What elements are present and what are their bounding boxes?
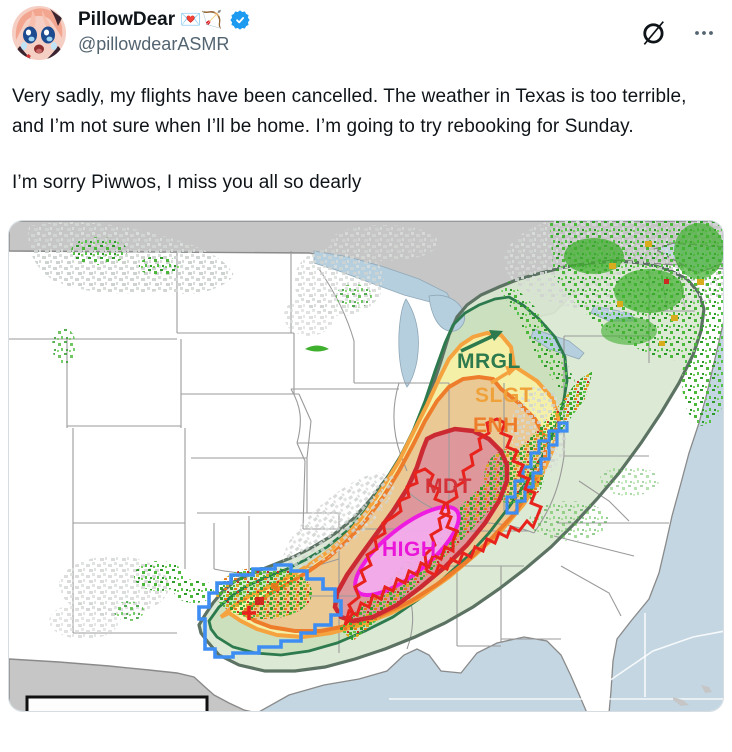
verified-badge-icon <box>229 9 251 31</box>
risk-label-enh: ENH <box>473 414 519 437</box>
risk-label-mrgl: MRGL <box>457 350 521 373</box>
mrgl-arrow-head <box>489 330 503 341</box>
legend-box <box>25 695 209 711</box>
name-emojis: 💌🏹 <box>180 10 223 29</box>
tornado-watch-box <box>423 417 543 578</box>
severe-storm-watch-box <box>505 421 569 515</box>
risk-label-slgt: SLGT <box>475 384 533 407</box>
severe-weather-outlook-map: MRGL SLGT ENH MDT HIGH <box>9 221 723 711</box>
tweet-paragraph: Very sadly, my flights have been cancell… <box>12 86 687 137</box>
severe-storm-watch-box <box>197 563 343 659</box>
tweet-media-weather-map[interactable]: MRGL SLGT ENH MDT HIGH <box>8 220 724 712</box>
slgt-arrow-head <box>505 366 518 376</box>
marine-zone-line <box>608 630 723 682</box>
mrgl-arrow <box>460 334 494 353</box>
avatar-illustration <box>12 6 66 60</box>
mdt-outline <box>332 426 510 624</box>
tweet-text: Very sadly, my flights have been cancell… <box>0 82 732 198</box>
name-block: PillowDear 💌🏹 @pillowdearASMR <box>78 8 251 55</box>
great-lake-michigan <box>398 298 419 388</box>
grok-icon[interactable] <box>638 18 668 48</box>
more-icon[interactable] <box>690 19 718 47</box>
header-actions <box>638 18 718 48</box>
tornado-watch-box <box>343 467 459 626</box>
handle[interactable]: @pillowdearASMR <box>78 34 230 54</box>
display-name[interactable]: PillowDear <box>78 9 176 30</box>
location-plus-marker <box>242 606 256 620</box>
tweet-card: PillowDear 💌🏹 @pillowdearASMR <box>0 0 732 712</box>
bahamas-islands <box>673 685 712 706</box>
map-annotations: MRGL SLGT ENH MDT HIGH <box>25 350 533 711</box>
slgt-arrow <box>490 370 510 385</box>
risk-label-high: HIGH <box>382 538 437 561</box>
tweet-header: PillowDear 💌🏹 @pillowdearASMR <box>0 0 732 62</box>
avatar[interactable] <box>12 6 66 60</box>
watch-layer <box>197 417 569 659</box>
tweet-paragraph: I’m sorry Piwwos, I miss you all so dear… <box>12 172 362 193</box>
risk-label-mdt: MDT <box>425 475 472 498</box>
